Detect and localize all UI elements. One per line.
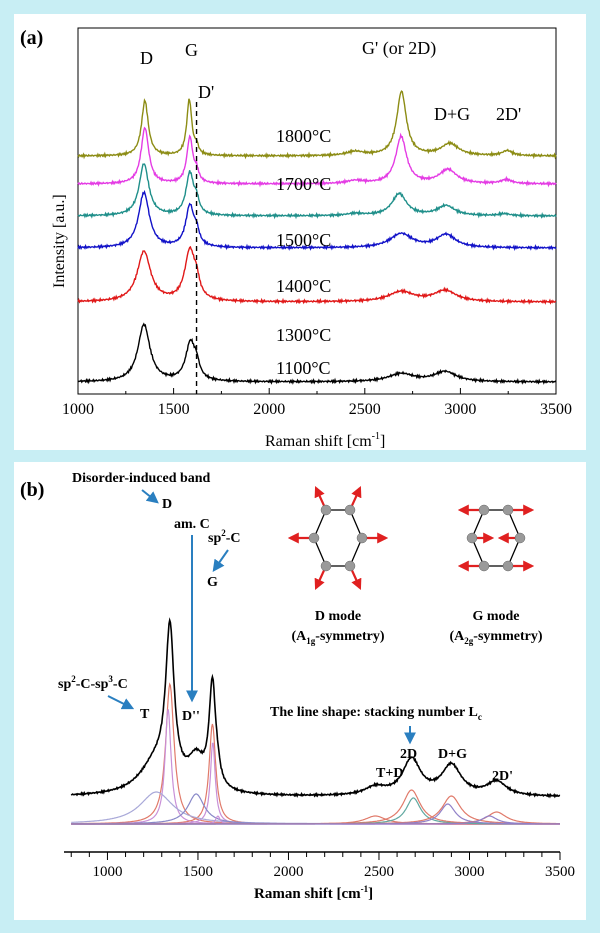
annotation-2d: 2D: [400, 747, 417, 762]
annotation-2d-prime: 2D': [492, 769, 513, 784]
series-label-1500°C: 1500°C: [276, 230, 331, 250]
series-label-1700°C: 1700°C: [276, 174, 331, 194]
annotation-disorder-band: Disorder-induced band: [72, 471, 211, 486]
annotation-d: D: [162, 497, 172, 512]
y-axis-label-a: Intensity [a.u.]: [51, 194, 68, 288]
annotation-sp2-c: sp2-C: [208, 528, 241, 546]
peak-label-d-plus-g: D+G: [434, 104, 470, 124]
arrow-sp2-sp3: [107, 695, 135, 710]
arrow-disorder-band: [141, 489, 159, 504]
peak-label-g: G: [185, 40, 198, 60]
d-mode-symmetry: (A1g-symmetry): [292, 629, 385, 646]
annotation-t: T: [140, 707, 150, 722]
x-tick-label-a-3000: 3000: [444, 401, 476, 418]
arrow-sp2-c: [212, 549, 229, 572]
x-tick-label-a-2500: 2500: [349, 401, 381, 418]
fit-component-1580: [71, 723, 560, 825]
series-label-1400°C: 1400°C: [276, 276, 331, 296]
fit-component-1490: [71, 793, 560, 825]
x-axis-label-a: Raman shift [cm-1]: [265, 431, 385, 450]
series-line-1500°C: [77, 163, 557, 220]
x-axis-label-b: Raman shift [cm-1]: [254, 884, 373, 902]
peak-label-d-prime: D': [198, 82, 214, 102]
x-tick-label-b-3500: 3500: [545, 864, 575, 880]
annotation-t-plus-d: T+D: [376, 766, 403, 781]
annotation-d-double-prime: D'': [182, 709, 200, 724]
series-line-1100°C: [77, 322, 557, 385]
x-tick-label-b-1500: 1500: [183, 864, 213, 880]
peak-label-g-prime: G' (or 2D): [362, 38, 436, 59]
total-spectrum-b: [70, 617, 561, 799]
series-label-1300°C: 1300°C: [276, 325, 331, 345]
x-ticks-b: 1000 1500 2000 2500 3000 3500: [70, 852, 575, 880]
series-line-1700°C: [77, 126, 557, 188]
x-tick-label-a-2000: 2000: [253, 401, 285, 418]
series-labels-a: 1800°C 1700°C 1500°C 1400°C 1300°C 1100°C: [276, 126, 331, 378]
x-tick-label-a-1000: 1000: [62, 401, 94, 418]
total-spectrum-line: [70, 617, 561, 799]
x-tick-label-b-2500: 2500: [364, 864, 394, 880]
g-mode-symmetry: (A2g-symmetry): [450, 629, 543, 646]
g-mode-label: G mode: [472, 609, 519, 624]
series-line-1800°C: [77, 90, 557, 160]
series-label-1800°C: 1800°C: [276, 126, 331, 146]
panel-label-b: (b): [20, 479, 44, 501]
chart-b-svg: (b) 1000 1500 2000 2500 3000 3500 Raman shift…: [20, 471, 575, 902]
annotation-sp2-c-sp3-c: sp2-C-sp3-C: [58, 674, 128, 692]
series-line-1300°C: [77, 245, 557, 305]
annotation-am-c: am. C: [174, 517, 210, 532]
peak-label-2d-prime: 2D': [496, 104, 521, 124]
x-tick-label-b-2000: 2000: [273, 864, 303, 880]
series-label-1100°C: 1100°C: [276, 358, 331, 378]
chart-a-svg: (a) 1000 1500 2000 2500 3000 3500 D G D' G' (…: [20, 27, 572, 450]
d-mode-label: D mode: [315, 609, 361, 624]
x-tick-label-b-3000: 3000: [454, 864, 484, 880]
x-tick-label-a-1500: 1500: [158, 401, 190, 418]
fit-components-b: [71, 682, 560, 825]
fit-component-2690: [71, 797, 560, 825]
annotation-g: G: [207, 575, 218, 590]
series-group-a: [77, 90, 557, 385]
g-mode-hexagon: [457, 504, 535, 572]
series-line-1400°C: [77, 189, 557, 251]
x-ticks-a: 1000 1500 2000 2500 3000 3500: [62, 388, 572, 418]
d-mode-hexagon: [287, 485, 389, 591]
panel-b: (b) 1000 1500 2000 2500 3000 3500 Raman shift…: [14, 462, 586, 920]
panel-label-a: (a): [20, 27, 43, 49]
annotation-line-shape: The line shape: stacking number Lc: [270, 705, 482, 722]
panel-a: (a) 1000 1500 2000 2500 3000 3500 D G D' G' (…: [14, 14, 586, 450]
peak-label-d: D: [140, 48, 153, 68]
fit-component-3110: [71, 815, 560, 825]
x-tick-label-b-1000: 1000: [92, 864, 122, 880]
x-tick-label-a-3500: 3500: [540, 401, 572, 418]
annotation-d-plus-g: D+G: [438, 747, 467, 762]
